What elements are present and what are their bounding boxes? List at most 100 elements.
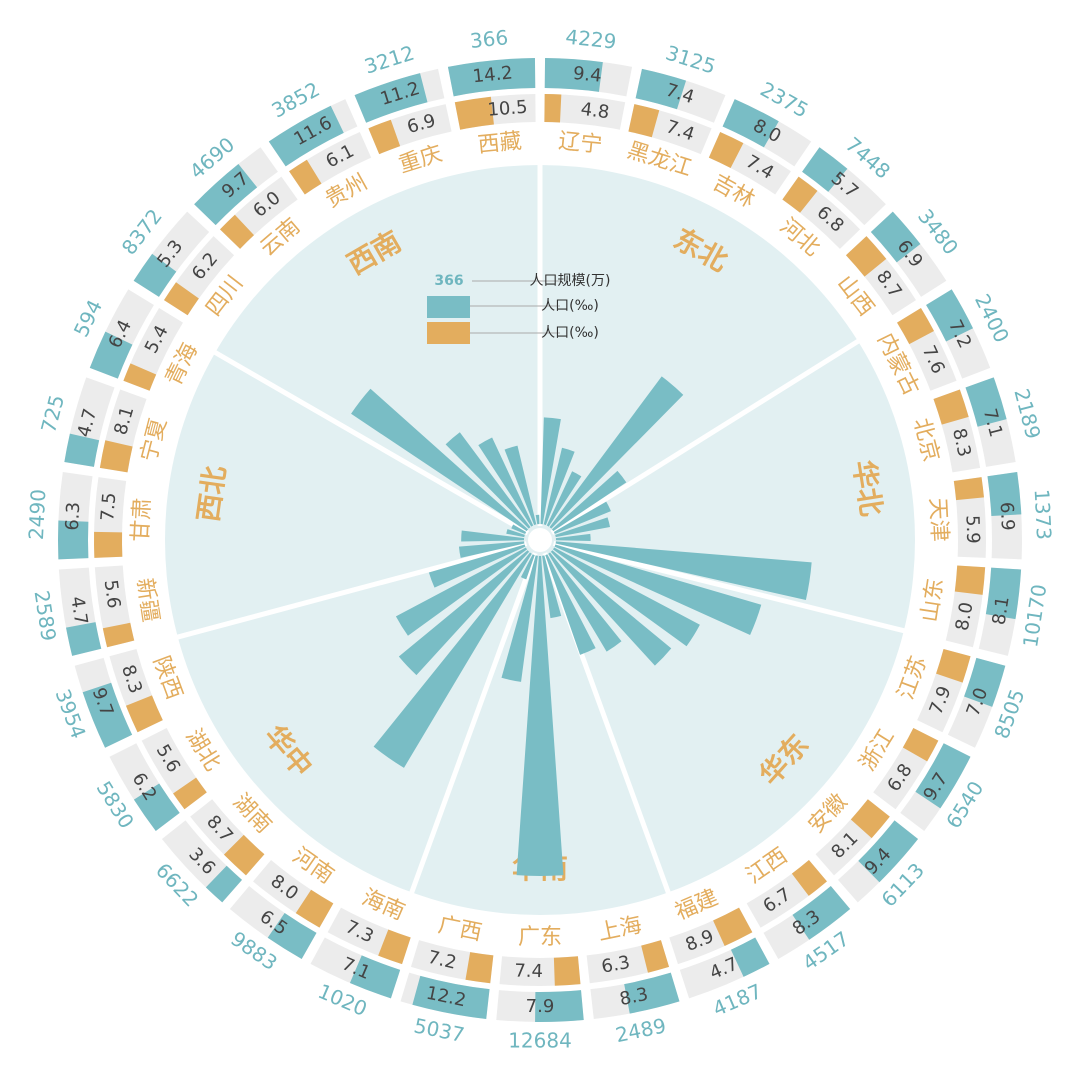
inner-ring-block [368, 119, 401, 155]
outer-ring-block [268, 105, 344, 167]
outer-ring-block [535, 990, 584, 1022]
outer-ring-label: 9.4 [572, 63, 603, 87]
outer-ring-block [133, 783, 180, 832]
inner-ring-block [125, 695, 163, 733]
legend-label: 人口规模(万) [530, 273, 611, 289]
population-bar [551, 470, 627, 532]
outer-ring-block [354, 73, 428, 123]
outer-ring-block [267, 912, 317, 959]
inner-ring-label: 6.3 [600, 952, 632, 978]
inner-ring-block [553, 956, 581, 986]
inner-ring-block [713, 907, 753, 946]
population-bar [504, 445, 537, 526]
inner-ring-block [897, 308, 934, 345]
inner-ring-block [465, 952, 494, 984]
population-bar [398, 550, 530, 676]
inner-ring-block [99, 440, 133, 473]
province-label: 广西 [436, 913, 484, 946]
population-bar [552, 547, 700, 647]
province-label: 新疆 [131, 577, 162, 624]
outer-ring-block [870, 211, 921, 263]
outer-ring-block [730, 937, 770, 977]
legend-label: 人口(‰) [541, 298, 599, 314]
province-label: 天津 [924, 497, 951, 542]
center-hub [528, 528, 552, 552]
outer-ring-label: 8.1 [989, 595, 1014, 626]
population-bar [546, 471, 582, 527]
population-bar [501, 555, 538, 682]
outer-ring-block [133, 253, 177, 297]
region-divider [213, 349, 530, 536]
population-bar [554, 544, 762, 635]
population-bar [395, 547, 528, 636]
inner-ring-label: 5.9 [962, 515, 984, 544]
inner-ring-block [850, 799, 890, 839]
region-divider [409, 552, 538, 895]
outer-ring-block [964, 657, 1006, 707]
region-label: 西北 [191, 464, 231, 524]
population-label: 12684 [508, 1029, 572, 1053]
inner-ring-block [782, 176, 818, 213]
inner-ring-block [544, 94, 562, 123]
province-label: 江苏 [893, 653, 932, 703]
inner-ring-block [295, 889, 334, 928]
inner-ring-block [163, 282, 199, 316]
population-bar [458, 541, 525, 558]
population-label: 366 [469, 25, 509, 53]
inner-ring-label: 7.4 [514, 960, 543, 982]
outer-ring-block [544, 58, 603, 92]
outer-ring-block [205, 865, 243, 903]
inner-ring-block [933, 389, 969, 425]
province-label: 山东 [917, 577, 948, 624]
population-bar [535, 514, 540, 525]
population-bar [540, 417, 561, 525]
legend-swatch [427, 322, 470, 344]
outer-ring-block [965, 377, 1007, 427]
province-label: 重庆 [396, 141, 445, 178]
inner-ring-label: 8.0 [952, 601, 978, 633]
population-label: 2490 [24, 488, 51, 540]
inner-ring-block [223, 834, 265, 876]
inner-ring-label: 5.6 [100, 579, 124, 610]
inner-ring-block [953, 477, 984, 501]
outer-ring-block [194, 164, 258, 226]
province-label: 辽宁 [557, 129, 603, 158]
population-bar [516, 555, 564, 876]
outer-ring-block [349, 955, 401, 999]
province-label: 海南 [358, 885, 408, 925]
outer-ring-label: 4.7 [66, 595, 91, 626]
inner-ring-block [173, 777, 207, 810]
inner-ring-block [123, 363, 157, 391]
population-bar [445, 432, 531, 529]
outer-ring-block [722, 99, 779, 148]
outer-ring-block [624, 972, 680, 1014]
outer-ring-label: 6.3 [62, 501, 84, 531]
population-bar [373, 552, 532, 768]
population-bar [478, 437, 534, 527]
inner-ring-block [289, 159, 322, 195]
inner-ring-label: 7.5 [97, 492, 120, 522]
inner-ring-block [219, 214, 254, 249]
region-divider [550, 338, 861, 535]
province-label: 广东 [518, 925, 562, 950]
inner-ring-block [954, 565, 986, 595]
population-label: 725 [36, 392, 69, 435]
population-bar [550, 550, 672, 666]
inner-ring-block [791, 859, 827, 896]
outer-ring-block [447, 58, 536, 97]
inner-ring-label: 4.8 [579, 99, 610, 123]
inner-ring-block [628, 104, 660, 138]
population-bar [545, 554, 596, 655]
outer-ring-block [858, 820, 919, 883]
outer-ring-block [985, 567, 1022, 620]
population-bar [461, 530, 525, 542]
population-bar [555, 517, 611, 538]
population-label: 1373 [1030, 488, 1057, 540]
outer-ring-block [915, 743, 971, 809]
population-bar [511, 524, 527, 534]
inner-ring-block [902, 728, 939, 762]
region-divider [552, 540, 906, 634]
province-label: 陕西 [148, 653, 187, 703]
population-bar [506, 529, 525, 538]
